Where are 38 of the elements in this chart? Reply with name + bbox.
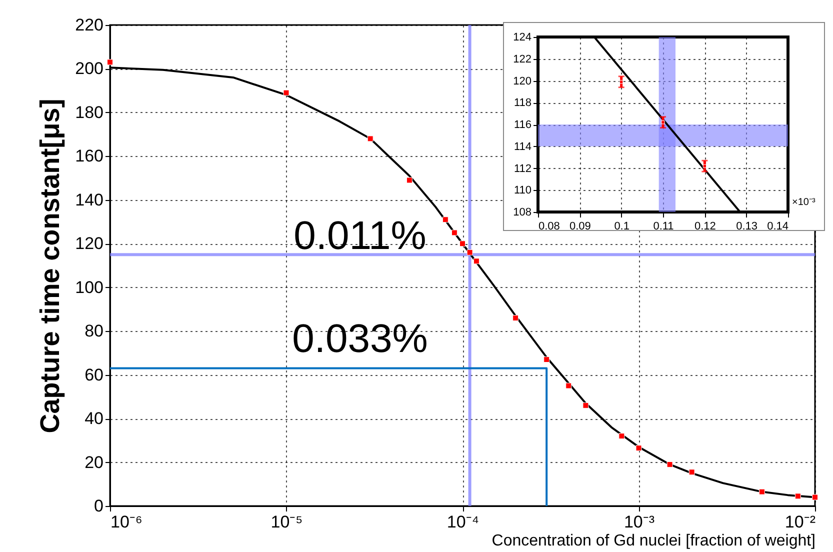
y-tick-label: 120 xyxy=(75,234,104,254)
x-tick-label: 0.09 xyxy=(569,220,591,232)
y-tick-label: 200 xyxy=(75,59,104,78)
y-tick-label: 124 xyxy=(513,32,532,44)
x-tick-label: 0.11 xyxy=(653,220,674,232)
x-tick-label: 0.1 xyxy=(614,220,630,232)
x-tick-label: 0.13 xyxy=(736,220,758,232)
y-tick-label: 118 xyxy=(514,97,532,110)
x-tick-label: 10⁻⁶ xyxy=(110,512,142,532)
y-tick-label: 100 xyxy=(75,278,104,297)
y-tick-label: 160 xyxy=(75,146,104,166)
y-tick-label: 110 xyxy=(514,184,532,197)
y-tick-label: 116 xyxy=(514,119,532,131)
x-tick-label: 10⁻⁴ xyxy=(446,512,480,532)
x-axis-title: Concentration of Gd nuclei [fraction of weight] xyxy=(492,532,816,550)
y-tick-label: 0 xyxy=(94,496,104,516)
y-tick-label: 60 xyxy=(84,365,104,384)
y-tick-label: 40 xyxy=(84,409,104,428)
y-tick-label: 114 xyxy=(514,140,532,153)
annotation: 0.033% xyxy=(292,317,428,361)
y-tick-label: 112 xyxy=(514,162,532,175)
x-tick-label: 0.08 xyxy=(538,220,560,232)
y-tick-label: 220 xyxy=(75,16,104,34)
annotation: 0.011% xyxy=(294,214,426,258)
y-tick-label: 80 xyxy=(84,322,104,341)
y-axis-title: Capture time constant[μs] xyxy=(35,98,66,434)
x-tick-label: 0.14 xyxy=(767,220,788,232)
x-tick-label: 10⁻⁵ xyxy=(270,512,303,532)
x-tick-label: 0.12 xyxy=(694,220,716,232)
y-tick-label: 140 xyxy=(75,190,104,210)
y-tick-label: 122 xyxy=(513,53,532,66)
y-tick-label: 108 xyxy=(513,206,532,218)
y-tick-label: 180 xyxy=(75,102,104,122)
y-tick-label: 20 xyxy=(84,452,104,472)
y-tick-label: 120 xyxy=(513,75,532,88)
annotation: ×10⁻³ xyxy=(792,197,816,208)
x-tick-label: 10⁻² xyxy=(784,512,816,532)
x-tick-label: 10⁻³ xyxy=(624,512,655,532)
